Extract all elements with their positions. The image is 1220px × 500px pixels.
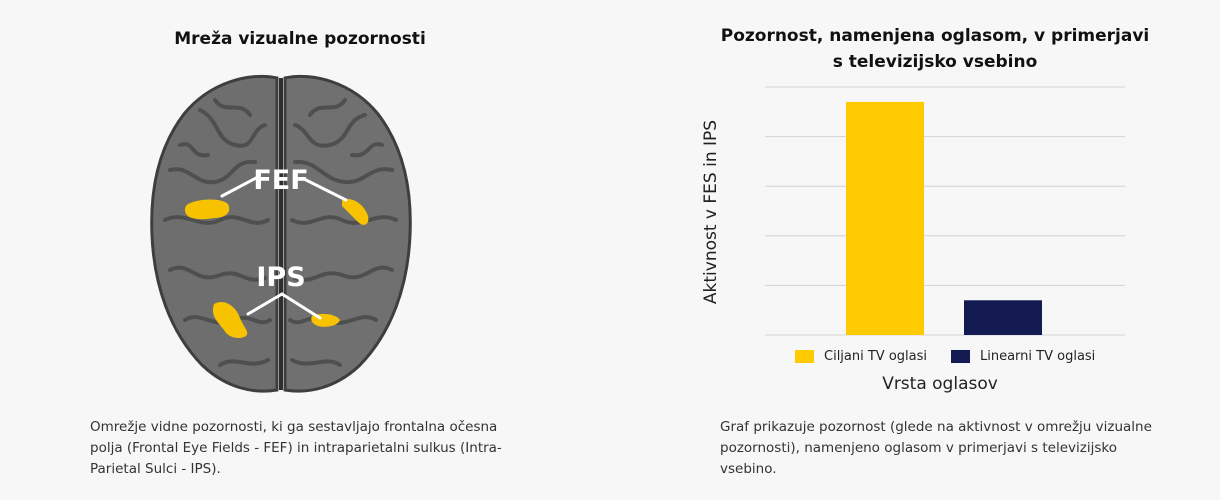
fef-label: FEF: [253, 165, 308, 196]
chart-bars: [846, 101, 1042, 335]
bar-ciljani-tv-oglasi: [846, 101, 924, 335]
fef-region-left: [184, 199, 230, 220]
chart-title-line-1: Pozornost, namenjena oglasom, v primerja…: [720, 26, 1150, 46]
ips-region-left: [212, 301, 248, 338]
chart-title-line-2: s televizijsko vsebino: [832, 52, 1038, 72]
bar-chart: [765, 86, 1125, 336]
chart-title: Pozornost, namenjena oglasom, v primerja…: [680, 23, 1190, 75]
fef-region-right: [342, 198, 369, 225]
y-axis-label: Aktivnost v FES in IPS: [701, 119, 721, 305]
x-axis-label: Vrsta oglasov: [882, 374, 998, 394]
brain-caption: Omrežje vidne pozornosti, ki ga sestavlj…: [90, 419, 502, 477]
right-hemisphere: [283, 74, 412, 393]
bar-linearni-tv-oglasi: [964, 300, 1042, 335]
left-panel: Mreža vizualne pozornosti: [90, 29, 502, 477]
legend-item-1: Linearni TV oglasi: [951, 349, 1095, 364]
left-hemisphere: [150, 74, 279, 393]
legend-label-1: Linearni TV oglasi: [980, 348, 1096, 364]
legend-swatch-1: [951, 349, 970, 363]
chart-legend: Ciljani TV oglasi Linearni TV oglasi: [795, 346, 1119, 366]
chart-caption: Graf prikazuje pozornost (glede na aktiv…: [720, 419, 1152, 477]
legend-item-0: Ciljani TV oglasi: [795, 349, 927, 364]
brain-title: Mreža vizualne pozornosti: [174, 29, 426, 49]
brain-sulci: [163, 98, 398, 367]
legend-label-0: Ciljani TV oglasi: [824, 348, 927, 364]
right-panel: Pozornost, namenjena oglasom, v primerja…: [610, 0, 1220, 500]
label-connectors: [220, 176, 348, 320]
brain-illustration: FEF IPS: [150, 74, 412, 393]
legend-swatch-0: [795, 349, 814, 363]
chart-grid: [765, 86, 1125, 336]
ips-label: IPS: [256, 262, 305, 293]
